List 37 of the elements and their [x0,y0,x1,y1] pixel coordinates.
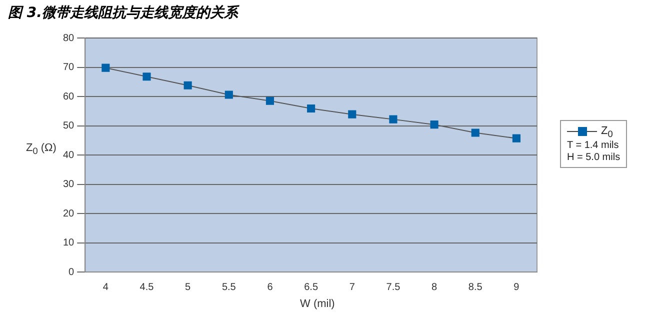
point [348,110,356,118]
point [471,128,480,137]
x-tick-label: 8 [432,282,438,293]
point [307,104,316,113]
x-tick-label: 7 [349,282,356,293]
y-tick-label: 10 [63,238,75,248]
x-tick-label: 6 [267,282,274,293]
x-tick-label: 5 [185,282,192,293]
y-tick-label: 40 [63,150,75,161]
x-tick-label: 6.5 [304,282,318,293]
text: H = 5.0 mils [567,152,620,164]
x-tick-label: 8.5 [468,282,483,293]
point [184,81,192,90]
point [389,115,398,124]
text: T = 1.4 mils [567,140,620,152]
x-tick-label: 5.5 [222,282,236,293]
y-tick-label: 30 [63,179,75,190]
x-tick-label: 9 [514,282,520,293]
x-tick-label: 7.5 [386,282,401,293]
point [266,96,274,105]
y-tick-label: 50 [63,120,75,132]
point [430,120,438,129]
y-axis-title: Z$_{0}$ (Ω) [26,142,56,156]
y-tick-label: 20 [63,208,75,220]
y-tick-label: 0 [68,266,75,278]
point [102,64,110,72]
x-tick-label: 4.5 [140,282,154,293]
x-axis-title: W (mil) [300,298,335,310]
y-tick-label: 70 [63,62,75,73]
y-tick-label: 80 [63,32,75,44]
chart-title: 图 3.微带走线阻抗与走线宽度的关系 [8,4,238,22]
point [224,90,233,99]
legend-label: Z$_{0}$ [601,125,613,140]
point [512,134,520,142]
x-tick-label: 4 [102,282,109,293]
y-tick-label: 60 [63,91,75,102]
point [142,72,151,81]
